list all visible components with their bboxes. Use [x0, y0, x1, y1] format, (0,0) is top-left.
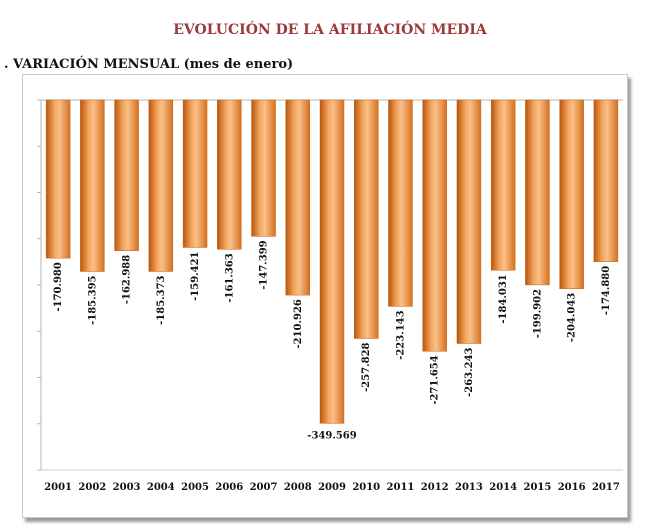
- bar-2008: [285, 99, 310, 296]
- category-label-2007: 2007: [250, 482, 278, 493]
- bar-2011: [388, 99, 413, 307]
- category-label-2009: 2009: [318, 482, 346, 493]
- value-label-2003: -162.988: [122, 255, 133, 304]
- bar-2010: [354, 99, 379, 339]
- bar-2017: [593, 99, 619, 263]
- category-label-2016: 2016: [558, 482, 586, 493]
- bar-2007: [251, 99, 276, 237]
- bar-2016: [559, 99, 584, 289]
- category-label-2003: 2003: [113, 482, 141, 493]
- category-label-2011: 2011: [387, 482, 415, 493]
- value-label-2012: -271.654: [430, 355, 441, 404]
- category-label-2014: 2014: [489, 482, 517, 493]
- category-label-2012: 2012: [421, 482, 449, 493]
- bar-2014: [490, 99, 516, 271]
- bar-2015: [525, 99, 550, 286]
- value-label-2009: -349.569: [307, 430, 356, 441]
- bar-2006: [217, 99, 242, 250]
- value-label-2011: -223.143: [395, 310, 406, 359]
- chart-subtitle: . VARIACIÓN MENSUAL (mes de enero): [4, 57, 294, 72]
- bar-chart: -170.980 2001 -185.395 2002 -162.988 2003 -185…: [37, 99, 623, 493]
- category-label-2006: 2006: [215, 482, 243, 493]
- bar-2013: [456, 99, 482, 344]
- bar-2005: [182, 99, 208, 248]
- category-label-2017: 2017: [592, 482, 620, 493]
- value-label-2017: -174.880: [601, 266, 612, 315]
- value-label-2013: -263.243: [464, 347, 475, 396]
- category-label-2002: 2002: [78, 482, 106, 493]
- category-label-2004: 2004: [147, 482, 175, 493]
- bar-2004: [148, 99, 174, 272]
- category-label-2001: 2001: [44, 482, 72, 493]
- category-label-2008: 2008: [284, 482, 312, 493]
- bar-2001: [45, 99, 71, 259]
- value-label-2014: -184.031: [498, 274, 509, 323]
- value-label-2006: -161.363: [224, 253, 235, 302]
- value-label-2001: -170.980: [53, 262, 64, 311]
- value-label-2002: -185.395: [87, 275, 98, 324]
- value-label-2007: -147.399: [259, 240, 270, 289]
- value-label-2005: -159.421: [190, 251, 201, 300]
- value-label-2016: -204.043: [567, 293, 578, 342]
- bar-2002: [80, 99, 105, 272]
- category-label-2005: 2005: [181, 482, 209, 493]
- value-label-2015: -199.902: [532, 289, 543, 338]
- chart-title: EVOLUCIÓN DE LA AFILIACIÓN MEDIA: [173, 22, 487, 38]
- category-label-2013: 2013: [455, 482, 483, 493]
- bar-2003: [114, 99, 139, 252]
- bar-2012: [422, 99, 447, 352]
- value-label-2008: -210.926: [293, 299, 304, 348]
- value-label-2004: -185.373: [156, 275, 167, 324]
- chart-frame: -170.980 2001 -185.395 2002 -162.988 2003 -185…: [22, 74, 628, 518]
- category-label-2010: 2010: [352, 482, 380, 493]
- bar-2009: [319, 99, 345, 424]
- category-label-2015: 2015: [523, 482, 551, 493]
- value-label-2010: -257.828: [361, 342, 372, 391]
